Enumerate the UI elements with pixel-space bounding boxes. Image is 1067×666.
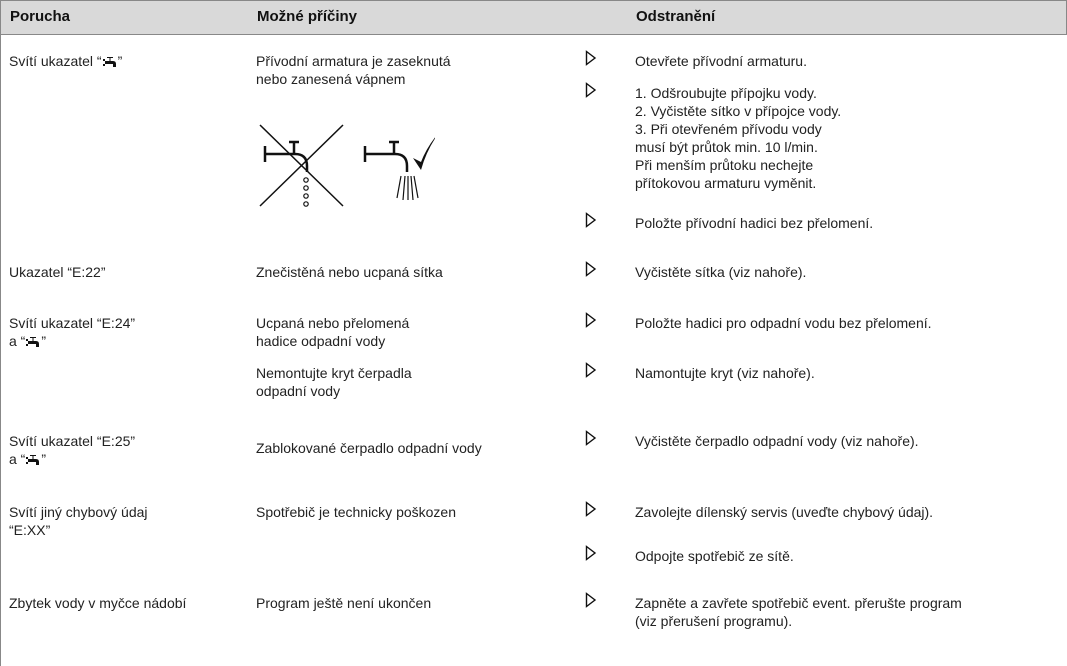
fault-line: a “ ” xyxy=(9,332,135,350)
remedy-text: Zavolejte dílenský servis (uveďte chybov… xyxy=(635,504,934,520)
remedy-text: Položte hadici pro odpadní vodu bez přel… xyxy=(635,315,932,331)
remedy-text: Vyčistěte čerpadlo odpadní vody (viz nah… xyxy=(635,433,919,449)
cause-text: Spotřebič je technicky poškozen xyxy=(256,504,456,520)
fault-text: a “ xyxy=(9,333,26,349)
cause-text: Znečistěná nebo ucpaná sítka xyxy=(256,264,443,280)
header-cell: Možné příčiny xyxy=(257,8,358,25)
fault-text: Zbytek vody v myčce nádobí xyxy=(9,595,187,611)
faucet-icon xyxy=(26,455,40,465)
fault-line: Ukazatel “E:22” xyxy=(9,263,105,281)
fault-text: Ukazatel “E:22” xyxy=(9,264,106,280)
fault-line: a “ ” xyxy=(9,450,135,468)
bullet-triangle xyxy=(585,545,597,561)
fault-text: ” xyxy=(117,53,123,69)
cause-text: Přívodní armatura je zaseknutá nebo zane… xyxy=(256,53,451,87)
cause-text: Zablokované čerpadlo odpadní vody xyxy=(256,440,482,456)
bullet-triangle xyxy=(585,261,597,277)
fault-text: Svítí ukazatel “ xyxy=(9,53,102,69)
header-cell: Odstranění xyxy=(636,8,716,25)
bullet-triangle xyxy=(585,312,597,328)
fault-text: ” xyxy=(41,333,47,349)
cause-text: Program ještě není ukončen xyxy=(256,595,432,611)
table-border xyxy=(0,0,1,666)
fault-cell: Svítí ukazatel “E:25” a “ ” xyxy=(9,432,135,468)
fault-line: “E:XX” xyxy=(9,521,148,539)
remedy-text: Namontujte kryt (viz nahoře). xyxy=(635,365,815,381)
remedy-text: Odpojte spotřebič ze sítě. xyxy=(635,548,794,564)
fault-cell: Zbytek vody v myčce nádobí xyxy=(9,594,186,612)
remedy-text: Otevřete přívodní armaturu. xyxy=(635,53,807,69)
fault-line: Svítí ukazatel “ ” xyxy=(9,52,122,70)
fault-cell: Svítí jiný chybový údaj “E:XX” xyxy=(9,503,148,539)
bullet-triangle xyxy=(585,362,597,378)
fault-text: Svítí jiný chybový údaj xyxy=(9,504,148,520)
remedy-text: 1. Odšroubujte přípojku vody. 2. Vyčistě… xyxy=(635,85,842,191)
fault-cell: Svítí ukazatel “E:24” a “ ” xyxy=(9,314,135,350)
fault-text: Svítí ukazatel “E:24” xyxy=(9,315,136,331)
fault-line: Svítí ukazatel “E:24” xyxy=(9,314,135,332)
bullet-triangle xyxy=(585,501,597,517)
bullet-triangle xyxy=(585,592,597,608)
bullet-triangle xyxy=(585,82,597,98)
bullet-triangle xyxy=(585,212,597,228)
fault-text: “E:XX” xyxy=(9,522,51,538)
bullet-triangle xyxy=(585,50,597,66)
fault-line: Svítí jiný chybový údaj xyxy=(9,503,148,521)
header-bar: Porucha Možné příčiny Odstranění xyxy=(0,0,1067,35)
fault-text: a “ xyxy=(9,451,26,467)
header-cell: Porucha xyxy=(10,8,71,25)
cause-text: Ucpaná nebo přelomená hadice odpadní vod… xyxy=(256,315,410,349)
fault-cell: Svítí ukazatel “ ” xyxy=(9,52,122,70)
faucet-illustration xyxy=(259,124,435,207)
fault-text: Svítí ukazatel “E:25” xyxy=(9,433,136,449)
fault-line: Svítí ukazatel “E:25” xyxy=(9,432,135,450)
faucet-icon xyxy=(26,337,40,347)
remedy-text: Zapněte a zavřete spotřebič event. přeru… xyxy=(635,595,962,629)
bullet-triangle xyxy=(585,430,597,446)
fault-cell: Ukazatel “E:22” xyxy=(9,263,105,281)
cause-text: Nemontujte kryt čerpadla odpadní vody xyxy=(256,365,412,399)
faucet-icon xyxy=(102,57,116,67)
fault-text: ” xyxy=(41,451,47,467)
remedy-text: Vyčistěte sítka (viz nahoře). xyxy=(635,264,807,280)
remedy-text: Položte přívodní hadici bez přelomení. xyxy=(635,215,874,231)
fault-line: Zbytek vody v myčce nádobí xyxy=(9,594,186,612)
